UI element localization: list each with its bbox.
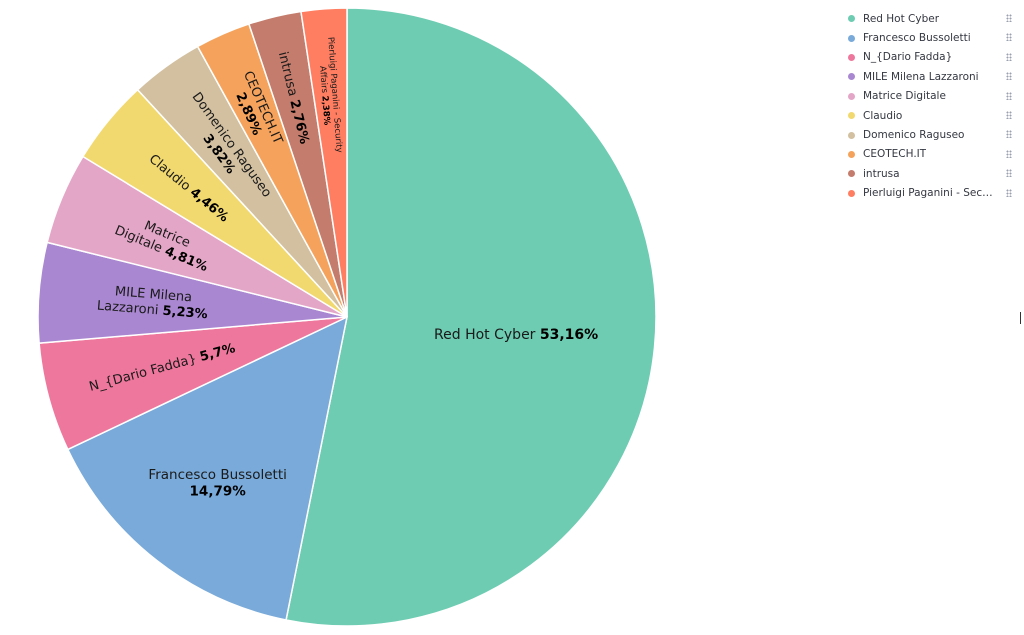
slice-label-3: MILE MilenaLazzaroni 5,23%: [96, 283, 209, 322]
legend-color-dot: [848, 53, 855, 61]
legend-options-icon[interactable]: [1006, 188, 1012, 197]
svg-text:MILE MilenaLazzaroni 5,23%: MILE MilenaLazzaroni 5,23%: [96, 283, 209, 322]
legend-label: Matrice Digitale: [863, 90, 946, 103]
legend-color-dot: [848, 92, 855, 100]
legend-item[interactable]: Matrice Digitale: [838, 87, 1018, 106]
slice-percent: 5,23%: [162, 304, 208, 323]
legend-label: MILE Milena Lazzaroni: [863, 70, 979, 83]
pie-chart-area: Red Hot Cyber 53,16% Francesco Bussoletti…: [37, 7, 657, 627]
legend-color-dot: [848, 112, 855, 120]
legend-options-icon[interactable]: [1006, 130, 1012, 139]
legend-label: CEOTECH.IT: [863, 148, 927, 161]
legend-label: Domenico Raguseo: [863, 129, 965, 142]
legend-options-icon[interactable]: [1006, 149, 1012, 158]
legend-label: intrusa: [863, 167, 900, 180]
legend-item[interactable]: Francesco Bussoletti: [838, 28, 1018, 47]
legend-label: Red Hot Cyber: [863, 12, 940, 25]
legend-item[interactable]: CEOTECH.IT: [838, 145, 1018, 164]
legend-options-icon[interactable]: [1006, 52, 1012, 61]
legend-label: Claudio: [863, 109, 903, 122]
legend-item[interactable]: Pierluigi Paganini - Secu...: [838, 184, 1018, 203]
text-cursor: [1020, 312, 1021, 324]
legend-item[interactable]: intrusa: [838, 164, 1018, 183]
legend-options-icon[interactable]: [1006, 14, 1012, 22]
pie-slice-9[interactable]: [300, 7, 348, 318]
legend-item[interactable]: Claudio: [838, 106, 1018, 125]
slice-name: Lazzaroni: [96, 298, 163, 318]
legend-item[interactable]: N_{Dario Fadda}: [838, 48, 1018, 67]
legend-options-icon[interactable]: [1006, 91, 1012, 100]
legend-color-dot: [848, 170, 855, 178]
legend-color-dot: [848, 131, 855, 139]
slice-percent: 14,79%: [190, 483, 247, 499]
slice-name: MILE Milena: [114, 284, 192, 305]
chart-legend: Red Hot Cyber Francesco Bussoletti N_{Dari…: [838, 9, 1018, 203]
legend-label: Francesco Bussoletti: [863, 32, 971, 45]
pie-slice-1[interactable]: [66, 315, 349, 621]
legend-label: N_{Dario Fadda}: [863, 51, 953, 64]
slice-name: Red Hot Cyber: [434, 327, 540, 343]
legend-color-dot: [848, 15, 855, 23]
legend-item[interactable]: MILE Milena Lazzaroni: [838, 67, 1018, 86]
pie-chart: Red Hot Cyber 53,16% Francesco Bussoletti…: [37, 7, 657, 627]
slice-percent: 2,38%: [319, 95, 331, 126]
slice-label-0: Red Hot Cyber 53,16%: [434, 327, 598, 343]
legend-options-icon[interactable]: [1006, 72, 1012, 81]
slice-name: Affairs: [317, 66, 329, 97]
legend-label: Pierluigi Paganini - Secu...: [863, 187, 993, 200]
legend-options-icon[interactable]: [1006, 33, 1012, 42]
legend-options-icon[interactable]: [1006, 110, 1012, 119]
legend-color-dot: [848, 150, 855, 158]
legend-options-icon[interactable]: [1006, 169, 1012, 178]
slice-name: Francesco Bussoletti: [148, 467, 286, 483]
pie-slice-0[interactable]: [285, 7, 657, 627]
slice-label-1: Francesco Bussoletti 14,79%: [148, 467, 286, 499]
slice-percent: 53,16%: [540, 327, 598, 343]
legend-color-dot: [848, 73, 855, 81]
svg-text:Red Hot Cyber 53,16%: Red Hot Cyber 53,16%: [434, 327, 598, 343]
legend-color-dot: [848, 34, 855, 42]
legend-item[interactable]: Red Hot Cyber: [838, 9, 1018, 28]
legend-item[interactable]: Domenico Raguseo: [838, 125, 1018, 144]
legend-color-dot: [848, 189, 855, 197]
